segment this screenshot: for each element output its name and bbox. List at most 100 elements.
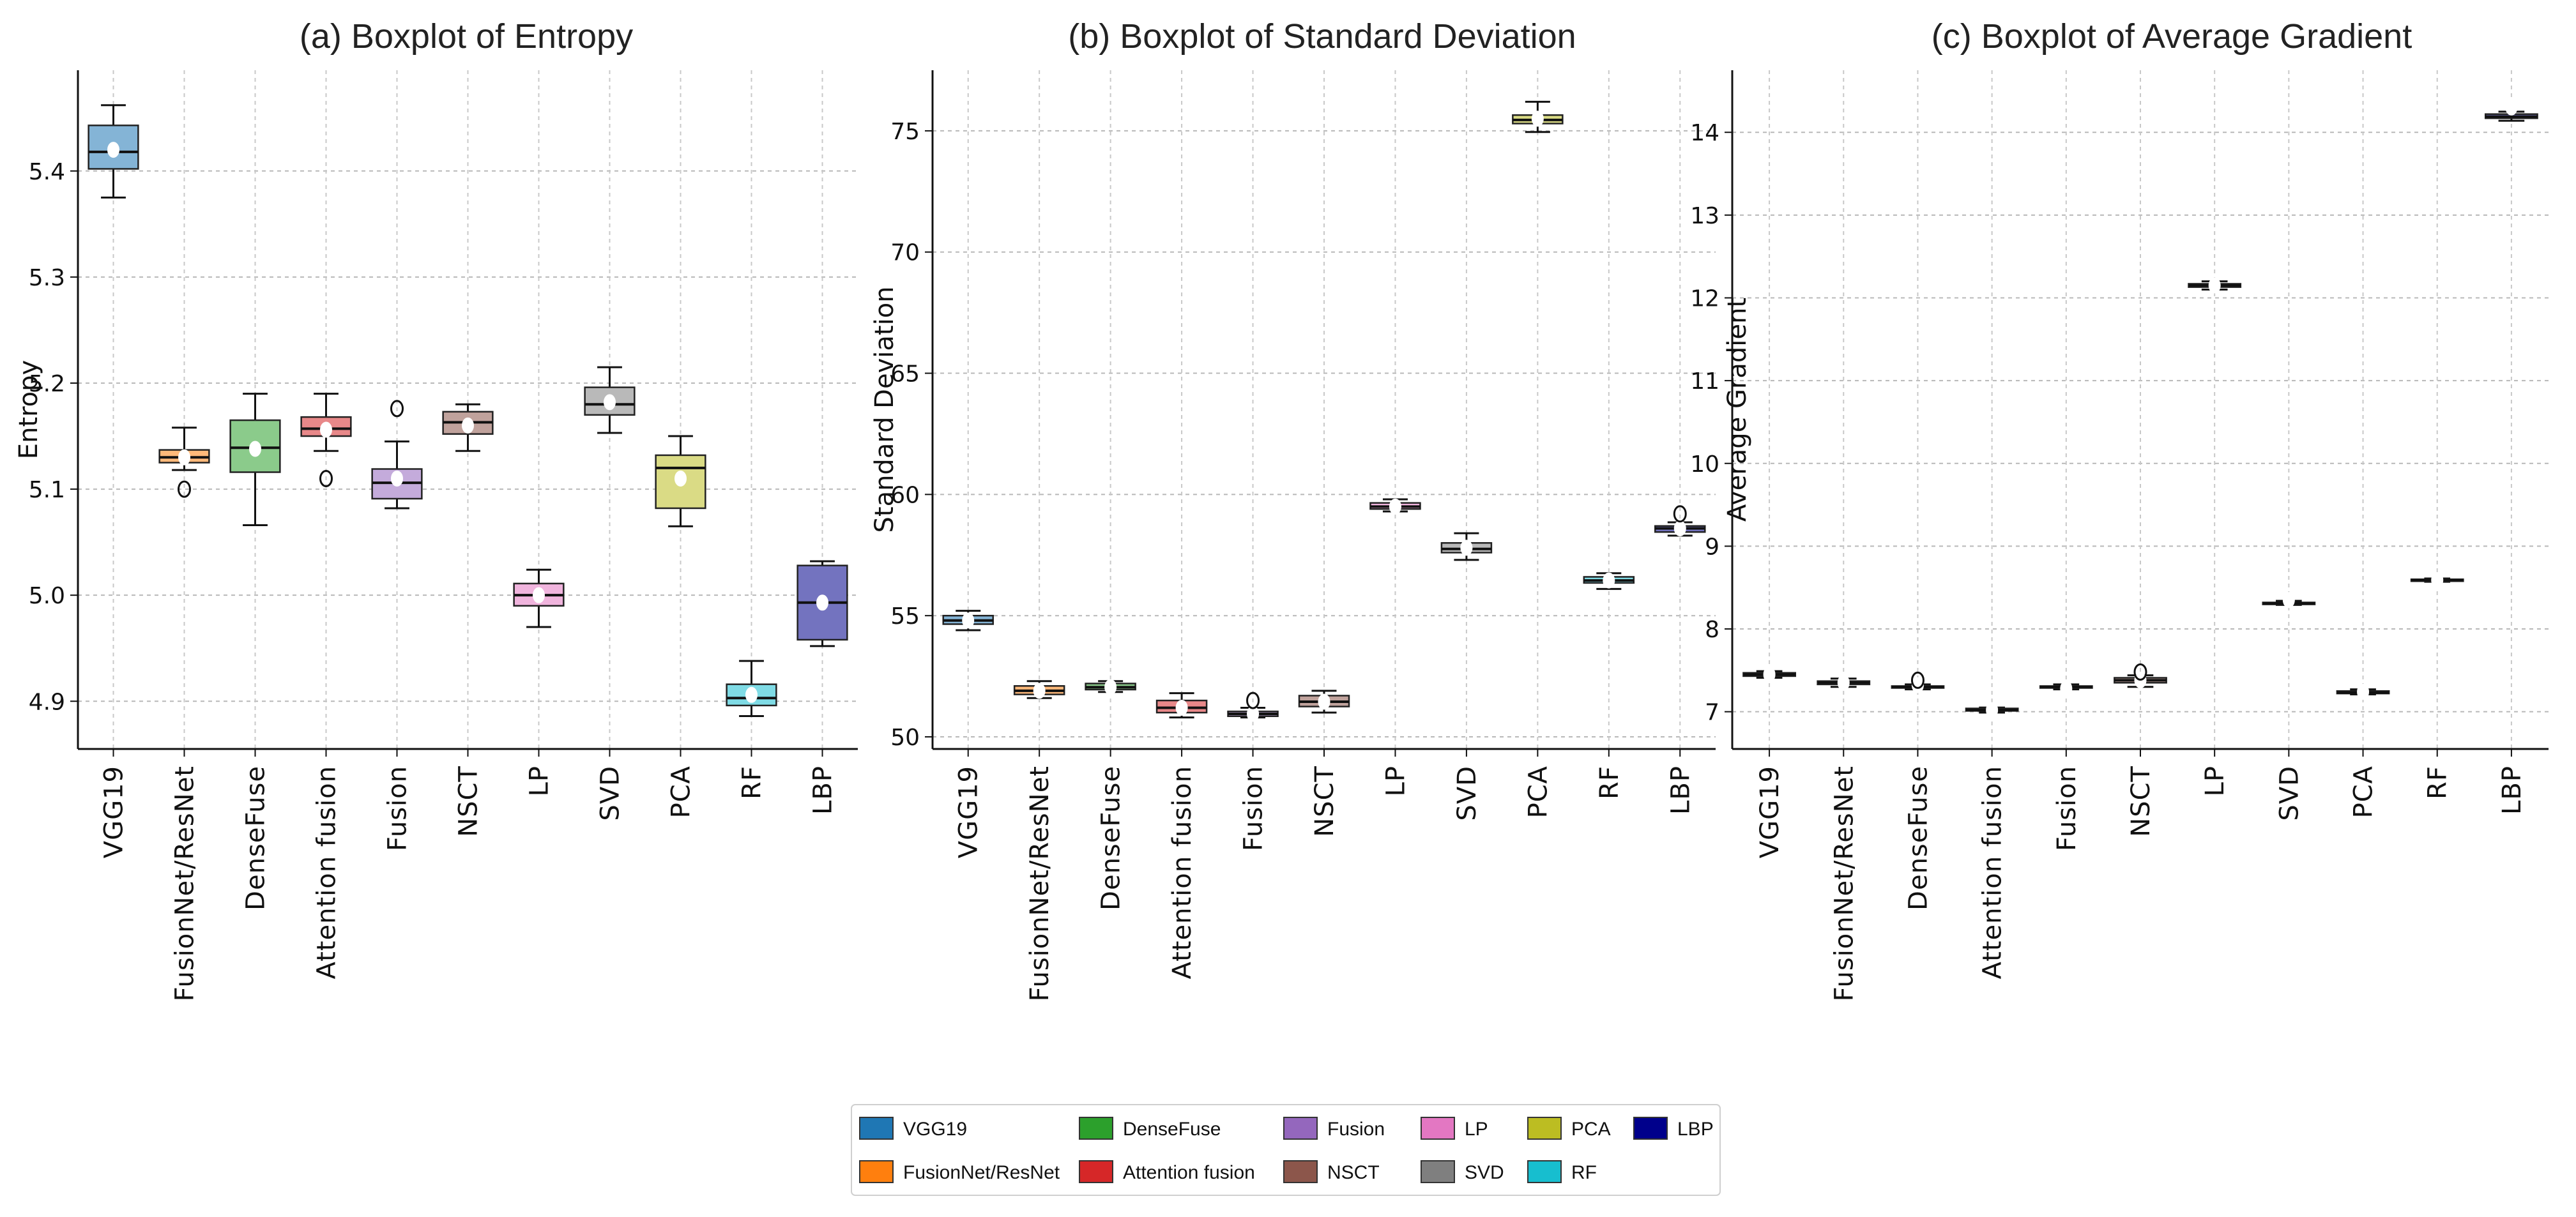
stddev-xtick-label: Attention fusion [1168,766,1197,979]
legend-label: VGG19 [903,1119,967,1140]
stddev-xtick-label: Fusion [1239,766,1269,851]
mean-marker [1389,498,1401,515]
gradient-ytick-label: 11 [1690,368,1719,395]
entropy-box-nsct [442,403,494,452]
entropy-xtick-label: VGG19 [100,766,129,858]
mean-marker [2060,680,2073,697]
stddev-title: (b) Boxplot of Standard Deviation [1068,17,1576,56]
mean-marker [533,587,545,603]
gradient-ytick-label: 10 [1690,451,1719,478]
panels: (a) Boxplot of Entropy 4.9 5.0 5.1 5.2 5.3 5.4… [14,17,2549,1001]
entropy-box-fusion [371,400,423,510]
mean-marker [2208,277,2221,294]
stddev-ytick-label: 65 [890,361,920,388]
gradient-ytick-label: 9 [1705,534,1719,560]
mean-marker [320,421,332,438]
gradient-xtick-label: DenseFuse [1903,766,1933,911]
entropy-title: (a) Boxplot of Entropy [300,17,633,56]
mean-marker [745,686,758,703]
stddev-box-pca [1512,100,1564,133]
mean-marker [249,441,261,457]
mean-marker [178,449,190,465]
legend-item: SVD [1421,1160,1504,1183]
gradient-box-attention-fusion [1965,702,2019,718]
stddev-box-fusion [1227,692,1279,722]
legend-label: Fusion [1327,1119,1385,1140]
legend-label: DenseFuse [1123,1119,1221,1140]
entropy-xtick-label: LBP [809,766,838,815]
mean-marker [1460,540,1473,556]
legend-label: LP [1465,1119,1488,1140]
stddev-box-rf [1583,572,1635,590]
mean-marker [1763,666,1776,683]
stddev-ytick-label: 55 [890,603,920,630]
legend-item: LBP [1633,1117,1714,1140]
legend-swatch [1421,1160,1455,1183]
entropy-xtick-label: Fusion [383,766,413,851]
gradient-box-lbp [2484,99,2538,122]
mean-marker [2505,99,2518,116]
gradient-box-vgg19 [1742,666,1797,683]
gradient-ytick-label: 13 [1690,203,1719,229]
stddev-xtick-label: NSCT [1310,766,1339,837]
legend-label: SVD [1465,1162,1504,1183]
entropy-ytick-label: 5.0 [29,583,65,609]
entropy-box-pca [655,435,706,527]
legend-item: Attention fusion [1079,1160,1255,1183]
legend-label: Attention fusion [1123,1162,1255,1183]
stddev-xtick-label: VGG19 [954,766,984,858]
stddev-box-vgg19 [942,610,994,631]
legend-swatch [1633,1117,1668,1140]
entropy-xtick-label: Attention fusion [312,766,342,979]
gradient-box-nsct [2114,663,2167,688]
mean-marker [2357,684,2370,700]
stddev-box-fusionnet-resnet [1013,680,1065,699]
mean-marker [391,470,403,487]
mean-marker [1911,677,1924,693]
mean-marker [1673,520,1686,537]
stddev-ytick-label: 50 [890,725,920,751]
entropy-ytick-label: 5.3 [29,265,65,291]
entropy-xtick-label: PCA [667,766,696,818]
legend-swatch [1421,1117,1455,1140]
mean-marker [1531,110,1544,127]
stddev-xtick-label: SVD [1452,766,1482,821]
entropy-xtick-label: SVD [596,766,625,821]
legend-item: LP [1421,1117,1488,1140]
gradient-box-pca [2336,684,2390,700]
entropy-ytick-label: 5.2 [29,371,65,397]
gradient-xtick-label: PCA [2349,766,2379,818]
gradient-xtick-label: LBP [2497,766,2527,815]
gradient-box-densefuse [1891,671,1945,693]
mean-marker [1247,706,1260,722]
flier-point [1246,692,1260,709]
entropy-box-attention-fusion [300,393,352,487]
mean-marker [1837,674,1850,691]
mean-marker [1318,693,1330,710]
gradient-ytick-label: 7 [1705,700,1719,726]
legend-label: LBP [1677,1119,1714,1140]
legend-swatch [859,1117,894,1140]
legend-swatch [1079,1117,1113,1140]
entropy-xtick-label: RF [738,766,767,799]
flier-point [319,469,333,487]
legend-label: PCA [1571,1119,1611,1140]
mean-marker [816,594,828,611]
entropy-ytick-label: 4.9 [29,689,65,715]
stddev-box-lp [1369,498,1421,515]
stddev-xtick-label: FusionNet/ResNet [1025,766,1055,1001]
mean-marker [2431,572,2444,589]
entropy-box-vgg19 [88,104,139,199]
gradient-ytick-label: 12 [1690,285,1719,312]
mean-marker [1986,702,1999,718]
stddev-xtick-label: RF [1595,766,1624,799]
legend-item: PCA [1527,1117,1611,1140]
legend-item: NSCT [1283,1160,1380,1183]
gradient-box-svd [2262,592,2316,608]
legend-frame [851,1104,1721,1196]
mean-marker [2282,592,2295,608]
entropy-xtick-label: LP [525,766,554,796]
mean-marker [604,394,616,411]
gradient-box-lp [2188,277,2242,294]
